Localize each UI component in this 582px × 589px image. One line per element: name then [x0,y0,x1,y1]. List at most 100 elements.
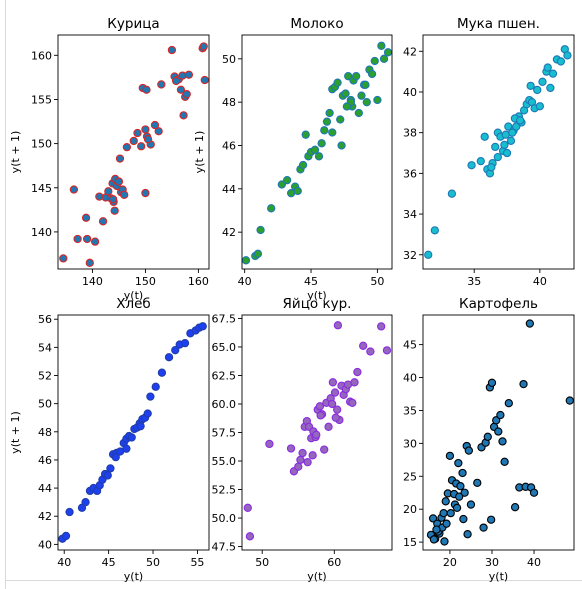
scatter-point [492,416,501,425]
scatter-point [61,531,71,541]
x-tick-label: 50 [370,275,384,288]
panel-title: Картофель [459,296,538,312]
y-tick-label: 48 [38,426,52,439]
x-axis-label: y(t) [307,289,326,302]
y-tick-label: 45 [403,339,417,352]
x-tick-label: 35 [467,275,481,288]
scatter-point [296,455,305,465]
scatter-points [426,319,574,546]
scatter-point [370,56,379,66]
scatter-point [357,91,366,100]
scatter-point [487,163,496,172]
y-tick-label: 67.5 [212,312,237,325]
scatter-point [456,481,465,491]
x-tick-label: 60 [327,556,341,569]
x-tick-label: 50 [255,556,269,569]
panel-title: Мука пшен. [457,16,540,32]
scatter-point [151,382,160,391]
scatter-point [358,341,368,350]
x-tick-label: 50 [146,556,160,569]
y-tick-label: 50.0 [212,512,237,525]
x-tick-label: 30 [485,556,499,569]
y-tick-label: 60.0 [212,398,237,411]
scatter-point [432,525,441,534]
y-tick-label: 50 [38,398,52,411]
y-tick-label: 34 [403,208,417,221]
axes-frame [241,34,393,270]
panel-milk: 40 45 50 42 44 46 48 50 Молоко y(t) y(t + 1) [193,16,393,302]
scatter-point [439,508,448,518]
scatter-point [361,80,370,89]
x-tick-label: 55 [190,556,204,569]
y-tick-label: 52 [38,370,52,383]
scatter-point [133,128,142,138]
scatter-point [493,152,502,162]
scatter-point [200,75,209,85]
scatter-point [143,135,153,144]
scatter-point [316,411,325,420]
scatter-point [314,152,324,161]
y-tick-label: 65.0 [212,341,237,354]
scatter-point [452,503,462,513]
scatter-point [136,422,145,431]
figure-bottom-border [5,580,582,581]
scatter-point [111,452,120,462]
scatter-point [167,45,177,55]
scatter-point [565,396,574,405]
scatter-point [310,145,320,154]
scatter-point [563,51,572,60]
scatter-point [458,468,467,478]
scatter-point [342,102,352,111]
scatter-point [352,72,361,81]
scatter-point [460,488,469,497]
y-tick-label: 44 [38,482,52,495]
scatter-point [241,256,251,265]
panel-title: Хлеб [116,296,151,312]
scatter-point [81,498,90,507]
scatter-point [294,462,303,471]
y-tick-label: 40 [403,372,417,385]
y-tick-label: 155 [31,93,52,106]
y-tick-label: 44 [222,183,236,196]
y-tick-label: 52.5 [212,484,237,497]
y-tick-label: 57.5 [212,427,237,440]
scatter-point [245,532,255,541]
scatter-point [354,108,363,118]
scatter-point [353,367,362,377]
scatter-point [556,57,566,66]
scatter-point [504,399,513,408]
scatter-point [498,437,507,446]
y-tick-label: 36 [403,167,417,180]
scatter-point [447,189,457,198]
scatter-point [535,102,545,111]
scatter-point [198,322,207,331]
scatter-point [179,111,188,120]
scatter-point [519,379,528,389]
scatter-point [298,448,307,458]
scatter-point [455,492,464,501]
y-tick-label: 46 [38,454,52,467]
scatter-point [543,63,552,72]
scatter-point [182,90,191,99]
scatter-point [328,378,338,387]
scatter-point [115,154,125,163]
scatter-point [103,471,112,480]
scatter-point [293,186,302,196]
figure-left-border [5,0,6,589]
scatter-point [441,497,450,506]
scatter-point [446,508,455,518]
scatter-point [143,409,152,418]
panel-wheat-flour: 35 40 32 34 36 38 40 42 Мука пшен. [403,16,575,288]
x-axis-label: y(t) [124,289,143,302]
scatter-point [496,410,505,420]
scatter-point [480,132,489,141]
scatter-point [141,125,150,134]
scatter-point [500,457,509,466]
y-tick-label: 54 [38,341,52,354]
scatter-point [154,127,163,136]
scatter-point [320,126,329,135]
scatter-point [82,234,92,244]
panel-title: Молоко [290,16,343,32]
scatter-point [377,322,386,331]
scatter-point [265,439,274,449]
